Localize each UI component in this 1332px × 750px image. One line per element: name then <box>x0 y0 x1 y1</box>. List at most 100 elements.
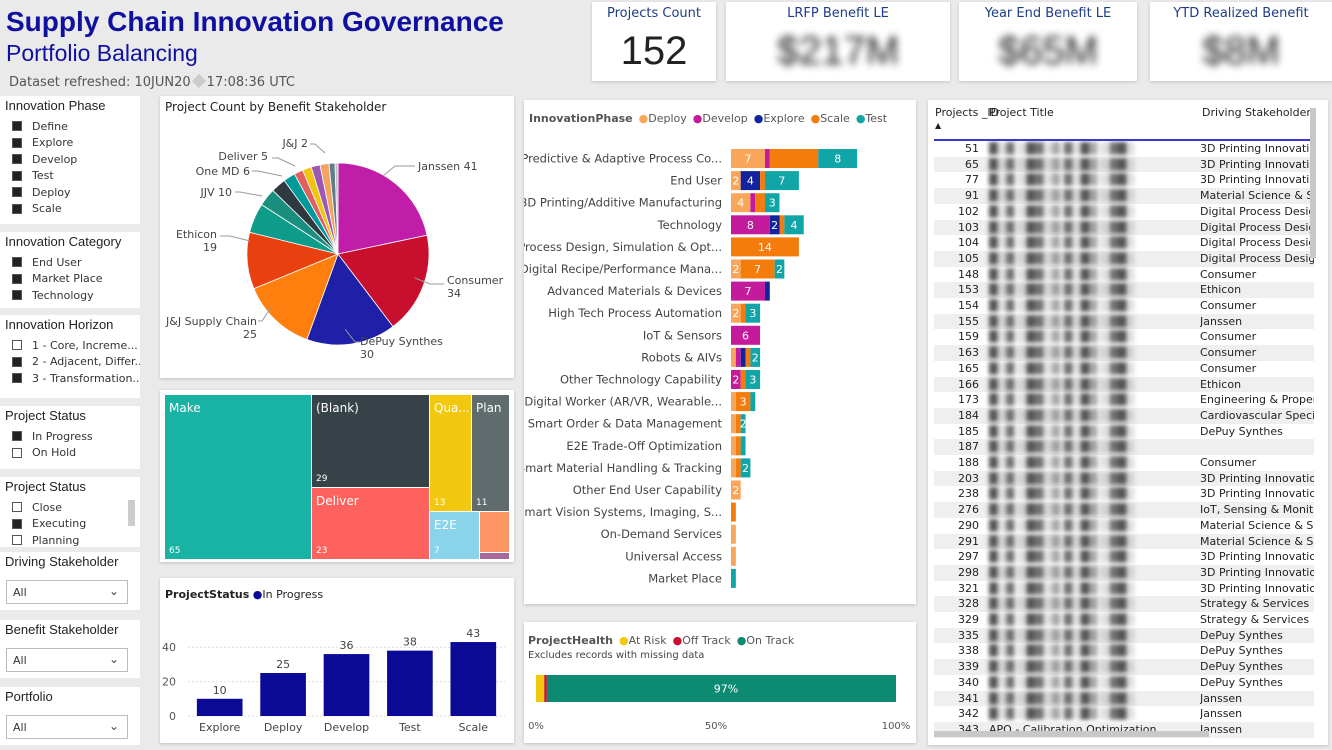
stacked-bar-segment[interactable] <box>764 149 770 168</box>
table-row[interactable]: 166 █░▓ ░█▓░▒ ▓░█▒ ░▓█░ Ethicon <box>934 376 1314 393</box>
checkbox-icon[interactable] <box>12 170 22 181</box>
health-bar-chart[interactable]: 97% 0% 50% 100% <box>524 622 916 743</box>
table-row[interactable]: 321 █░▓ ░█▓░▒ ▓░█▒ ░▓█░ 3D Printing Innova… <box>934 581 1314 597</box>
checkbox-icon[interactable] <box>12 187 22 198</box>
slicer-scrollbar[interactable] <box>128 500 135 526</box>
treemap-tile[interactable]: E2E 7 <box>430 512 479 559</box>
legend-item[interactable]: Explore <box>763 112 805 125</box>
treemap-tile[interactable]: (Blank) 29 <box>312 395 429 487</box>
slicer-option[interactable]: Market Place <box>0 271 140 288</box>
stacked-bar-segment[interactable] <box>774 259 785 279</box>
stacked-bar-segment[interactable] <box>779 215 785 235</box>
table-row[interactable]: 173 █░▓ ░█▓░▒ ▓░█▒ ░▓█░ Engineering & Prop… <box>934 392 1314 408</box>
table-row[interactable]: 184 █░▓ ░█▓░▒ ▓░█▒ ░▓█░ Cardiovascular Spe… <box>934 407 1314 424</box>
legend-item[interactable]: Scale <box>820 112 850 125</box>
treemap-tile[interactable]: Deliver 23 <box>312 488 429 559</box>
table-row[interactable]: 341 █░▓ ░█▓░▒ ▓░█▒ ░▓█░ Janssen <box>934 690 1314 707</box>
stacked-bar-segment[interactable] <box>731 480 741 500</box>
checkbox-icon[interactable] <box>12 257 22 268</box>
legend-item[interactable]: On Track <box>746 634 795 647</box>
table-row[interactable]: 159 █░▓ ░█▓░▒ ▓░█▒ ░▓█░ Consumer <box>934 329 1314 345</box>
stacked-bar-segment[interactable] <box>745 303 761 323</box>
checkbox-icon[interactable] <box>12 121 22 132</box>
slicer-option[interactable]: Scale <box>0 201 140 218</box>
stacked-bar-segment[interactable] <box>731 392 736 412</box>
stacked-bar-segment[interactable] <box>735 436 741 456</box>
pie-slice[interactable] <box>337 234 430 328</box>
table-row[interactable]: 339 █░▓ ░█▓░▒ ▓░█▒ ░▓█░ DePuy Synthes <box>934 659 1314 675</box>
slicer-option[interactable]: Technology <box>0 287 140 304</box>
stacked-bar-segment[interactable] <box>740 347 746 367</box>
table-body[interactable]: 51 █░▓ ░█▓░▒ ▓░█▒ ░▓█░ 3D Printing Innovat… <box>934 141 1314 741</box>
table-row[interactable]: 298 █░▓ ░█▓░▒ ▓░█▒ ░▓█░ 3D Printing Innova… <box>934 564 1314 581</box>
table-row[interactable]: 290 █░▓ ░█▓░▒ ▓░█▒ ░▓█░ Material Science &… <box>934 518 1314 534</box>
checkbox-icon[interactable] <box>12 518 22 529</box>
table-row[interactable]: 153 █░▓ ░█▓░▒ ▓░█▒ ░▓█░ Ethicon <box>934 282 1314 298</box>
table-row[interactable]: 148 █░▓ ░█▓░▒ ▓░█▒ ░▓█░ Consumer <box>934 267 1314 283</box>
pie-slice[interactable] <box>337 162 428 255</box>
table-row[interactable]: 51 █░▓ ░█▓░▒ ▓░█▒ ░▓█░ 3D Printing Innovat… <box>934 141 1314 157</box>
kpi-lrfp-benefit[interactable]: LRFP Benefit LE $217M <box>726 2 950 81</box>
table-row[interactable]: 276 █░▓ ░█▓░▒ ▓░█▒ ░▓█░ IoT, Sensing & Mon… <box>934 502 1314 518</box>
treemap[interactable]: Make 65 (Blank) 29 Deliver 23 Qua... 13 Plan 11 E2… <box>165 395 509 559</box>
stacked-bar-segment[interactable] <box>735 414 741 434</box>
slicer-option[interactable]: Deploy <box>0 184 140 201</box>
stacked-bar-segment[interactable] <box>735 458 741 478</box>
stacked-bar-segment[interactable] <box>735 347 741 367</box>
kpi-ytd-realized[interactable]: YTD Realized Benefit $8M <box>1150 2 1332 81</box>
status-column-chart[interactable]: 0 20 40 10 Explore 25 Deploy 36 Develop 38 Test 43 S… <box>160 578 514 743</box>
treemap-tile[interactable]: Make 65 <box>165 395 311 559</box>
slicer-option[interactable]: 2 - Adjacent, Differ... <box>0 354 140 371</box>
stacked-bar-segment[interactable] <box>731 303 741 323</box>
stacked-bar-segment[interactable] <box>740 303 746 323</box>
stacked-bar-segment[interactable] <box>764 171 799 191</box>
slicer-option[interactable]: In Progress <box>0 428 140 445</box>
health-bar-segment[interactable] <box>536 675 545 702</box>
stacked-bar-segment[interactable] <box>731 347 736 367</box>
checkbox-icon[interactable] <box>12 502 22 513</box>
column-bar[interactable] <box>260 673 306 716</box>
column-bar[interactable] <box>387 650 433 716</box>
phase-stacked-bar-chart[interactable]: Predictive & Adaptive Process Co... 7 8 End… <box>524 100 916 604</box>
stacked-bar-segment[interactable] <box>731 414 736 434</box>
stacked-bar-segment[interactable] <box>784 215 804 235</box>
stacked-bar-segment[interactable] <box>740 414 746 434</box>
slicer-option[interactable]: Explore <box>0 135 140 152</box>
stacked-bar-segment[interactable] <box>745 370 761 389</box>
table-row[interactable]: 328 █░▓ ░█▓░▒ ▓░█▒ ░▓█░ Strategy & Service… <box>934 596 1314 612</box>
stacked-bar-segment[interactable] <box>818 149 858 168</box>
table-row[interactable]: 102 █░▓ ░█▓░▒ ▓░█▒ ░▓█░ Digital Process De… <box>934 204 1314 220</box>
checkbox-icon[interactable] <box>12 356 22 367</box>
table-row[interactable]: 238 █░▓ ░█▓░▒ ▓░█▒ ░▓█░ 3D Printing Innova… <box>934 486 1314 502</box>
col-header-driving[interactable]: Driving Stakeholder <box>1202 106 1311 119</box>
driving-stakeholder-dropdown[interactable]: All ⌄ <box>6 580 128 604</box>
stacked-bar-segment[interactable] <box>745 347 751 367</box>
checkbox-icon[interactable] <box>12 137 22 148</box>
table-row[interactable]: 91 █░▓ ░█▓░▒ ▓░█▒ ░▓█░ Material Science & … <box>934 188 1314 204</box>
table-row[interactable]: 65 █░▓ ░█▓░▒ ▓░█▒ ░▓█░ 3D Printing Innovat… <box>934 156 1314 173</box>
stacked-bar-segment[interactable] <box>740 259 775 279</box>
legend-item[interactable]: Off Track <box>682 634 731 647</box>
stacked-bar-segment[interactable] <box>750 392 756 412</box>
table-row[interactable]: 187 █░▓ ░█▓░▒ ▓░█▒ ░▓█░ <box>934 439 1314 455</box>
stacked-bar-segment[interactable] <box>755 193 765 213</box>
stacked-bar-segment[interactable] <box>731 568 736 588</box>
checkbox-icon[interactable] <box>12 203 22 214</box>
table-row[interactable]: 338 █░▓ ░█▓░▒ ▓░█▒ ░▓█░ DePuy Synthes <box>934 643 1314 659</box>
health-bar-segment[interactable] <box>546 675 896 702</box>
stacked-bar-segment[interactable] <box>731 370 741 389</box>
health-bar-segment[interactable] <box>544 675 547 702</box>
legend-item[interactable]: Deploy <box>648 112 687 125</box>
table-row[interactable]: 291 █░▓ ░█▓░▒ ▓░█▒ ░▓█░ Material Science &… <box>934 533 1314 550</box>
checkbox-icon[interactable] <box>12 431 22 442</box>
slicer-option[interactable]: On Hold <box>0 445 140 462</box>
table-row[interactable]: 335 █░▓ ░█▓░▒ ▓░█▒ ░▓█░ DePuy Synthes <box>934 627 1314 644</box>
slicer-option[interactable]: Define <box>0 118 140 135</box>
stacked-bar-segment[interactable] <box>764 281 770 301</box>
pie-slice[interactable] <box>306 253 394 346</box>
table-row[interactable]: 154 █░▓ ░█▓░▒ ▓░█▒ ░▓█░ Consumer <box>934 298 1314 314</box>
checkbox-icon[interactable] <box>12 290 22 301</box>
stacked-bar-segment[interactable] <box>740 171 761 191</box>
stacked-bar-segment[interactable] <box>731 502 736 522</box>
slicer-option[interactable]: 3 - Transformation... <box>0 370 140 387</box>
